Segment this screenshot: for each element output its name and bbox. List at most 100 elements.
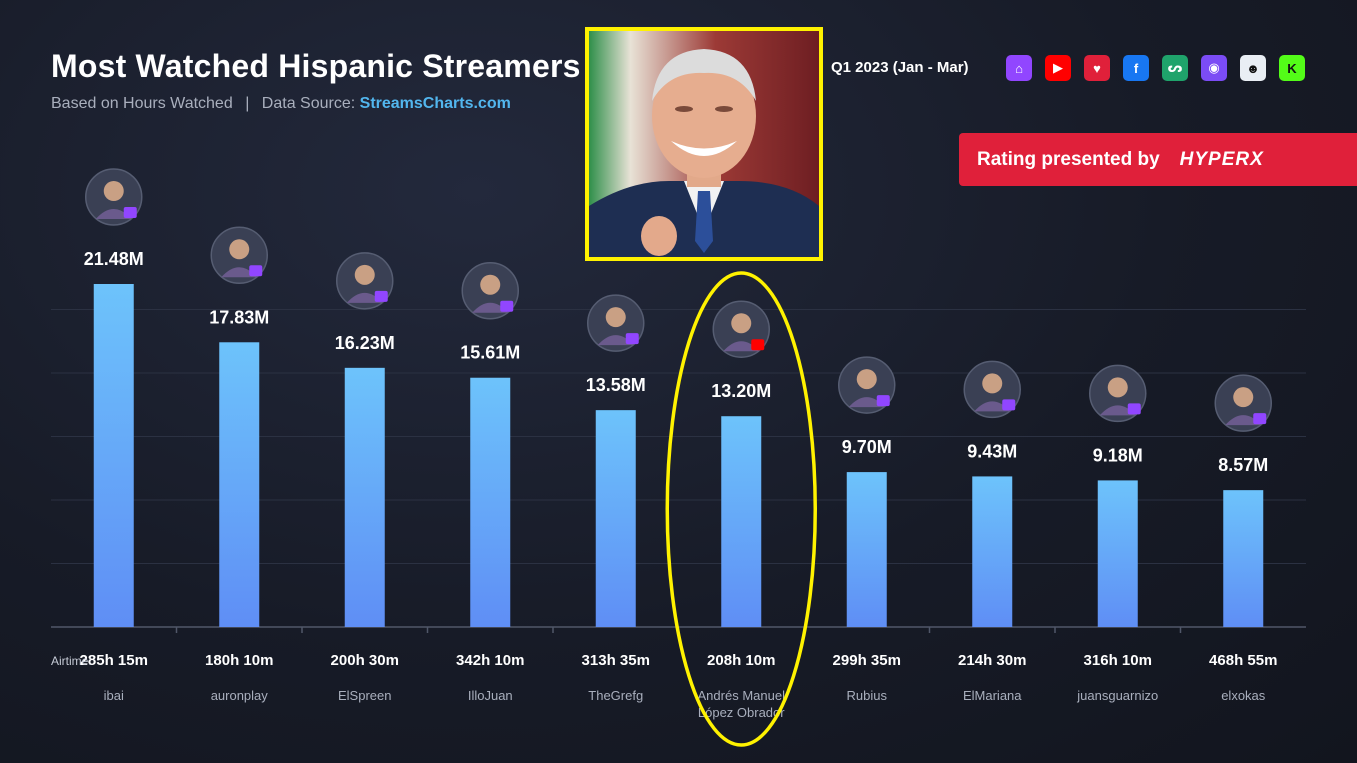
category-label: Rubius	[847, 688, 888, 703]
category-label: ElSpreen	[338, 688, 391, 703]
category-label: juansguarnizo	[1076, 688, 1158, 703]
bar[interactable]	[344, 367, 385, 627]
nimo-icon: ᔕ	[1162, 55, 1188, 81]
twitch-badge-icon	[876, 395, 890, 407]
airtime-label: Airtime:	[51, 654, 92, 668]
avatar-body	[723, 341, 760, 352]
avatar-face	[229, 239, 250, 260]
ghost-icon: ☻	[1240, 55, 1266, 81]
avatar-face	[1107, 377, 1128, 398]
avatar-body	[1225, 415, 1262, 426]
category-label: Andrés Manuel	[698, 688, 786, 703]
avatar-face	[1233, 387, 1254, 408]
twitch-icon: ⌂	[1006, 55, 1032, 81]
sponsor-banner[interactable]: Rating presented by HYPERX	[959, 133, 1357, 186]
twitch-badge-icon	[249, 265, 263, 277]
highlight-ellipse	[665, 271, 817, 747]
bar[interactable]	[1097, 480, 1138, 627]
subtitle-basis: Based on Hours Watched	[51, 95, 233, 112]
twitch-badge-icon	[1002, 399, 1016, 411]
twitch-badge-icon	[500, 300, 514, 312]
chart-subtitle: Based on Hours Watched | Data Source: St…	[51, 95, 511, 113]
bar[interactable]	[93, 284, 134, 627]
airtime-value: 200h 30m	[331, 652, 399, 669]
twitch-badge-icon	[1127, 403, 1141, 415]
platform-icon-row: ⌂ ▶ ♥ f ᔕ ◉ ☻ K	[1006, 55, 1305, 81]
data-label: 9.43M	[967, 441, 1017, 461]
avatar-body	[221, 267, 258, 278]
streamer-avatar	[336, 252, 394, 310]
avatar-face	[354, 264, 375, 285]
airtime-value: 299h 35m	[833, 652, 901, 669]
twitch-badge-icon	[625, 333, 639, 345]
data-label: 9.18M	[1093, 445, 1143, 465]
bar[interactable]	[595, 410, 636, 627]
data-label: 16.23M	[335, 333, 395, 353]
category-label: TheGrefg	[588, 688, 643, 703]
streamer-avatar	[587, 294, 645, 352]
kick-icon: K	[1279, 55, 1305, 81]
highlighted-streamer-photo	[585, 27, 823, 261]
bar[interactable]	[470, 377, 511, 627]
youtube-badge-icon	[751, 339, 765, 351]
youtube-icon: ▶	[1045, 55, 1071, 81]
airtime-value: 468h 55m	[1209, 652, 1277, 669]
data-label: 13.20M	[711, 381, 771, 401]
avatar-face	[856, 369, 877, 390]
trovo-icon: ♥	[1084, 55, 1110, 81]
avatar-face	[982, 373, 1003, 394]
category-label: elxokas	[1221, 688, 1266, 703]
avatar-body	[95, 209, 132, 219]
data-label: 21.48M	[84, 249, 144, 269]
streamer-avatar	[838, 356, 896, 414]
twitch-badge-icon	[123, 207, 137, 218]
streamer-avatar	[1089, 364, 1147, 423]
bar[interactable]	[846, 472, 887, 627]
streamer-avatar	[963, 360, 1021, 419]
airtime-value: 285h 15m	[80, 652, 148, 669]
avatar-body	[472, 302, 509, 313]
bar[interactable]	[1223, 490, 1264, 627]
data-label: 13.58M	[586, 375, 646, 395]
data-label: 9.70M	[842, 437, 892, 457]
avatar-body	[1099, 405, 1136, 416]
avatar-face	[480, 274, 501, 295]
bar[interactable]	[721, 416, 762, 627]
category-label: auronplay	[211, 688, 269, 703]
avatar-face	[605, 307, 626, 328]
streamer-avatar	[85, 168, 143, 226]
category-label: IlloJuan	[468, 688, 513, 703]
subtitle-source-label: Data Source:	[261, 95, 356, 112]
airtime-value: 342h 10m	[456, 652, 524, 669]
twitch-badge-icon	[1253, 413, 1267, 425]
streamer-avatar	[712, 300, 770, 358]
period-label: Q1 2023 (Jan - Mar)	[831, 59, 969, 76]
avatar-face	[731, 313, 752, 334]
sponsor-text: Rating presented by	[977, 148, 1160, 170]
data-source-link[interactable]: StreamsCharts.com	[359, 95, 511, 112]
facebook-icon: f	[1123, 55, 1149, 81]
avatar-body	[974, 401, 1011, 412]
avatar-body	[346, 292, 383, 303]
streamer-avatar	[210, 226, 268, 285]
airtime-value: 180h 10m	[205, 652, 273, 669]
avatar-body	[848, 397, 885, 408]
avatar-face	[103, 181, 124, 201]
category-label: ibai	[104, 688, 124, 703]
data-label: 17.83M	[209, 307, 269, 327]
subtitle-separator: |	[245, 95, 250, 112]
streamer-avatar	[461, 261, 519, 320]
airtime-value: 214h 30m	[958, 652, 1026, 669]
category-label: López Obrador	[698, 705, 785, 720]
portrait-image	[589, 31, 819, 257]
hyperx-logo: HYPERX	[1179, 148, 1264, 170]
chart-title: Most Watched Hispanic Streamers	[51, 48, 581, 84]
twitch-badge-icon	[374, 290, 388, 302]
airtime-value: 208h 10m	[707, 652, 775, 669]
avatar-body	[597, 335, 634, 346]
bar[interactable]	[972, 476, 1013, 627]
streamer-avatar	[1214, 374, 1272, 432]
bar[interactable]	[219, 342, 260, 627]
category-label: ElMariana	[963, 688, 1022, 703]
